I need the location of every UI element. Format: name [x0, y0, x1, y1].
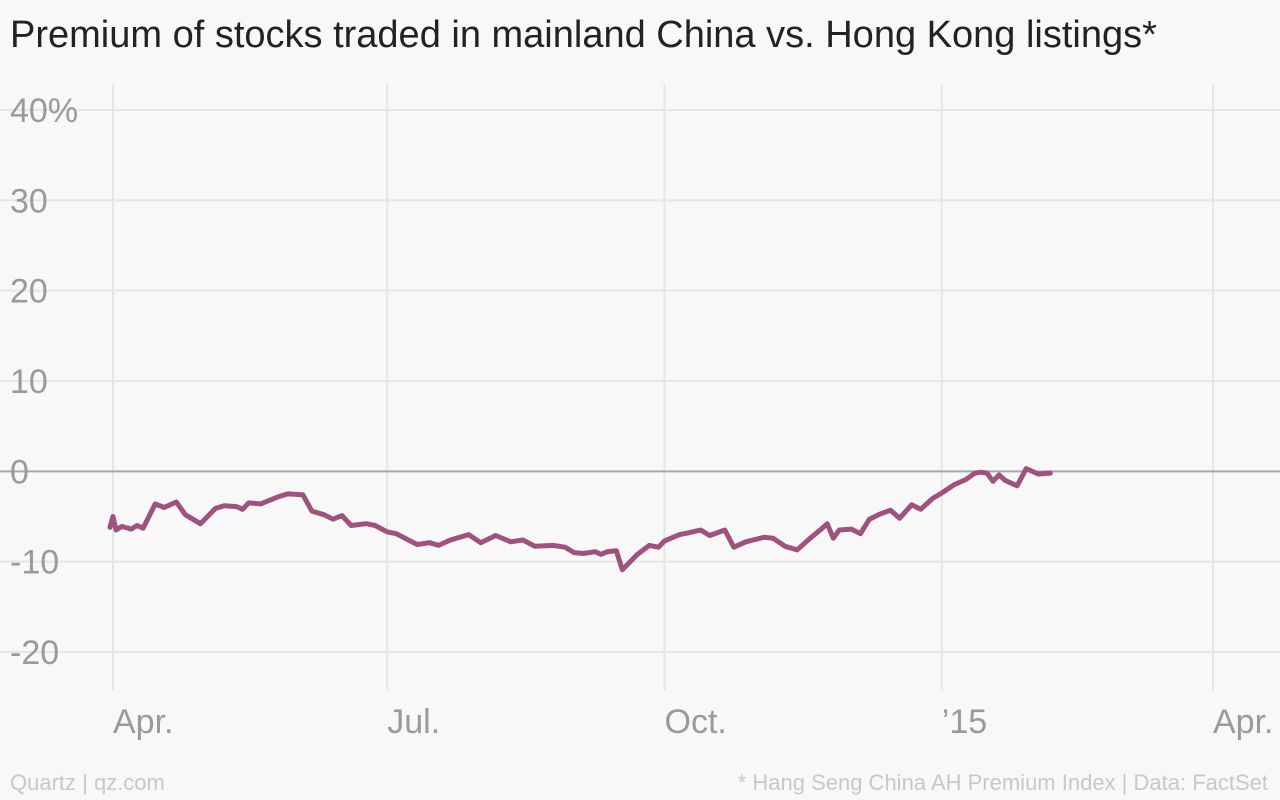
chart-title: Premium of stocks traded in mainland Chi…	[10, 14, 1157, 56]
y-tick-label: 40%	[10, 92, 78, 130]
y-axis: 40% 30 20 10 0 -10 -20	[10, 92, 78, 672]
x-tick-label: ’15	[942, 703, 987, 741]
grid-layer	[0, 84, 1280, 690]
x-tick-label: Jul.	[387, 703, 440, 741]
y-tick-label: 0	[10, 453, 29, 491]
y-tick-label: 10	[10, 363, 48, 401]
x-tick-label: Apr.	[1213, 703, 1273, 741]
series-layer	[107, 466, 1053, 573]
series-line	[107, 466, 1053, 573]
y-tick-label: 20	[10, 273, 48, 311]
y-tick-label: -20	[10, 634, 59, 672]
source-note: * Hang Seng China AH Premium Index | Dat…	[737, 770, 1268, 795]
publisher-credit: Quartz | qz.com	[10, 770, 165, 795]
x-tick-label: Apr.	[113, 703, 173, 741]
y-tick-label: 30	[10, 182, 48, 220]
y-tick-label: -10	[10, 544, 59, 582]
x-tick-label: Oct.	[665, 703, 727, 741]
x-axis: Apr. Jul. Oct. ’15 Apr.	[113, 703, 1273, 741]
